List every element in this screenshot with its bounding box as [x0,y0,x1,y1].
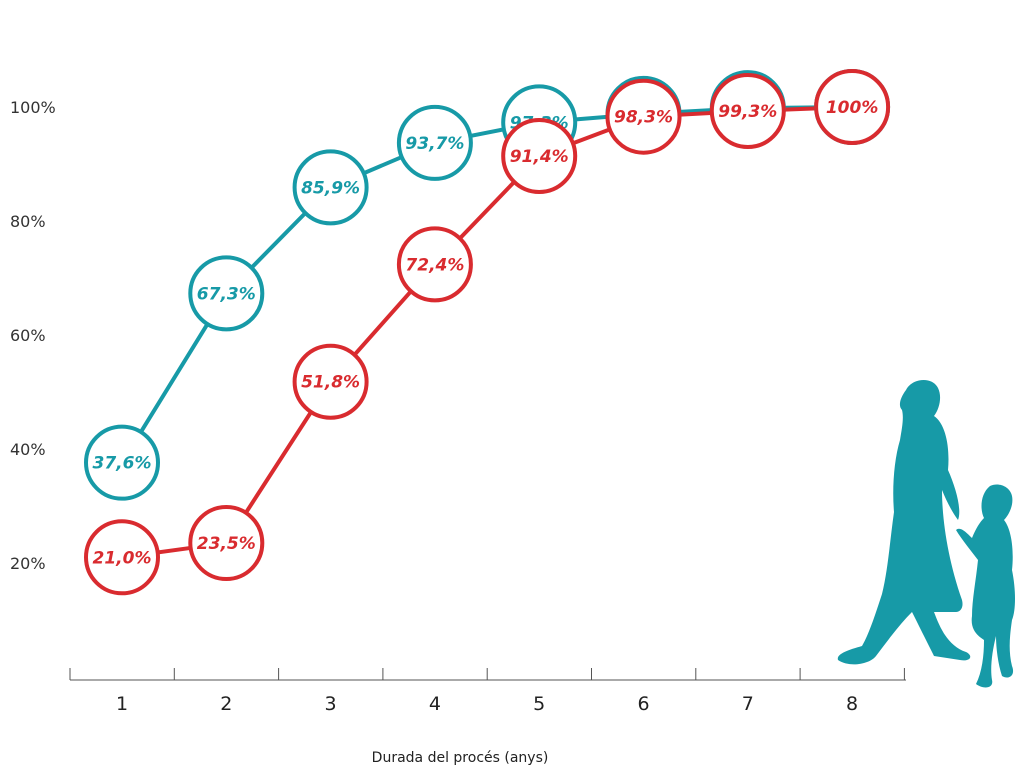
x-tick-label: 3 [325,693,337,715]
data-point-marker [188,255,265,332]
x-axis: 1 2 3 4 5 6 7 8 [69,668,906,715]
x-tick-label: 2 [220,693,232,715]
data-point: 91,4% [501,118,578,195]
x-tick-label: 1 [116,693,128,715]
series-line [121,105,853,560]
data-label: 51,8% [301,373,360,393]
y-tick-label: 40% [10,440,46,459]
data-label: 98,3% [614,108,673,128]
data-label: 67,3% [197,284,256,304]
data-point-marker [709,72,786,149]
x-axis-label: Durada del procés (anys) [372,750,549,766]
data-point-marker [292,343,369,420]
data-point: 98,3% [605,78,682,155]
data-point: 85,9% [292,149,369,226]
data-point-marker [814,69,891,145]
data-label: 23,5% [197,534,256,554]
x-tick-label: 6 [637,693,649,715]
data-point: 100% [814,69,891,145]
data-point: 21,0% [84,519,160,596]
data-point: 23,5% [188,505,265,582]
data-point-marker [501,118,578,195]
y-axis-ticks: 20% 40% 60% 80% 100% [10,98,56,573]
data-point-marker [396,104,473,181]
x-tick-label: 4 [429,693,441,715]
data-label: 72,4% [405,255,464,275]
data-markers: 37,6%67,3%85,9%93,7%97,3%98,8%99,8%100%2… [84,69,891,596]
silhouette-icon [837,379,1015,688]
x-tick-label: 7 [742,693,754,715]
data-point-marker [605,78,682,155]
data-point-marker [84,519,160,596]
data-point: 72,4% [396,226,473,303]
y-tick-label: 60% [10,326,46,345]
data-point-marker [396,226,473,303]
y-tick-label: 100% [10,98,56,117]
data-point-marker [188,505,265,582]
data-label: 37,6% [93,454,152,474]
series-lines [120,105,853,560]
data-point: 93,7% [396,104,473,181]
data-point: 37,6% [84,424,160,501]
data-point: 51,8% [292,343,369,420]
data-point-marker [292,149,369,226]
data-label: 100% [826,98,879,118]
data-point-marker [84,424,160,501]
data-label: 91,4% [510,147,569,167]
x-tick-label: 8 [846,693,858,715]
data-label: 99,3% [718,102,777,122]
data-label: 21,0% [93,548,152,568]
data-point: 99,3% [709,72,786,149]
data-label: 93,7% [405,134,464,154]
data-point: 67,3% [188,255,265,332]
data-label: 85,9% [301,178,360,198]
y-tick-label: 20% [10,554,46,573]
y-tick-label: 80% [10,212,46,231]
x-tick-label: 5 [533,693,545,715]
